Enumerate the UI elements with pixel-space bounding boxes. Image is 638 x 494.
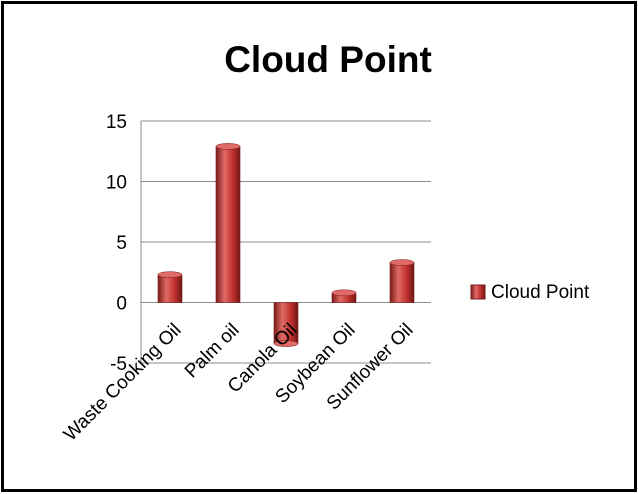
legend-label: Cloud Point — [491, 282, 590, 303]
bar — [389, 262, 415, 303]
y-tick-label: 15 — [106, 112, 127, 133]
legend: Cloud Point — [470, 282, 590, 303]
bar-cap — [389, 259, 415, 266]
legend-swatch — [470, 284, 486, 300]
bar-cap — [157, 271, 183, 278]
bars — [157, 143, 415, 347]
bar-cap — [215, 143, 241, 150]
bar — [157, 274, 183, 303]
y-tick-label: 5 — [116, 233, 127, 254]
bar-cap — [331, 289, 357, 297]
bar-cap — [273, 340, 299, 347]
y-tick-labels: -5 0 5 10 15 — [106, 112, 127, 375]
y-tick-label: -5 — [110, 354, 127, 375]
y-tick-label: 10 — [106, 173, 127, 194]
bar-chart: Cloud Point -5 0 5 10 15 Waste Cooking OilPa… — [60, 39, 590, 446]
bar — [215, 146, 241, 303]
chart-title: Cloud Point — [224, 39, 432, 80]
y-tick-label: 0 — [116, 294, 127, 315]
x-category-label: Waste Cooking Oil — [60, 320, 186, 446]
